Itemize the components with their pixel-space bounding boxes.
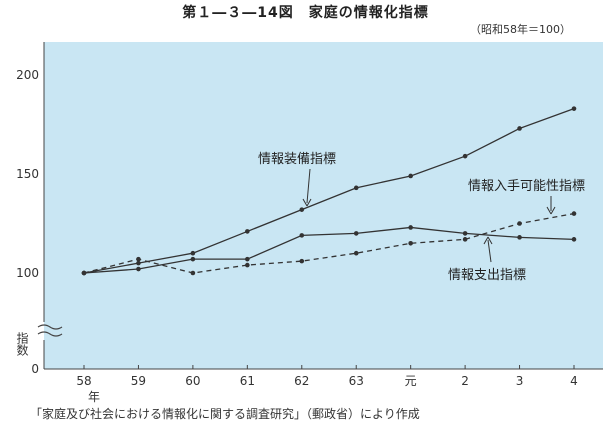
y-tick-label: 200: [16, 68, 39, 82]
x-tick-label: 60: [185, 374, 200, 388]
x-axis: 58 59 60 61 62 63 元 2 3 4 年: [44, 365, 603, 404]
data-point: [299, 207, 305, 212]
data-point: [408, 225, 413, 230]
data-point: [136, 256, 141, 262]
data-point: [571, 211, 577, 216]
x-tick-label: 63: [349, 374, 364, 388]
arrow-head: [546, 206, 556, 215]
annotation-equipment-index: 情報装備指標: [258, 151, 336, 207]
data-point: [190, 270, 196, 276]
y-tick-label: 0: [31, 362, 39, 376]
series-label: 情報入手可能性指標: [468, 179, 585, 194]
data-point: [245, 262, 250, 268]
data-point: [517, 235, 522, 240]
chart-subtitle: （昭和58年＝100）: [470, 23, 571, 36]
data-point: [408, 241, 413, 246]
x-unit-label: 年: [88, 390, 100, 404]
x-tick-label: 59: [131, 374, 146, 388]
series-layer: [81, 106, 577, 276]
x-tick-label: 3: [516, 374, 524, 388]
y-axis: 0 100 150 200 指数: [15, 42, 63, 376]
data-point: [81, 270, 87, 276]
data-point: [408, 173, 413, 179]
annotation-availability-index: 情報入手可能性指標: [468, 179, 585, 215]
data-point: [462, 153, 468, 159]
series-spending-index: [81, 225, 577, 276]
chart-title: 第１―３―14図 家庭の情報化指標: [182, 5, 429, 21]
data-point: [245, 229, 250, 234]
series-line: [83, 226, 575, 274]
arrow-head: [302, 198, 312, 207]
x-tick-label: 61: [240, 374, 255, 388]
series-equipment-index: [81, 106, 577, 276]
data-point: [571, 237, 577, 242]
y-tick-label: 100: [16, 266, 39, 280]
annotation-arrow: [487, 239, 492, 263]
series-label: 情報支出指標: [448, 268, 526, 283]
data-point: [190, 256, 196, 262]
x-tick-label: 2: [461, 374, 469, 388]
y-axis-label: 指数: [15, 331, 29, 357]
data-point: [136, 266, 141, 272]
data-point: [353, 185, 359, 191]
plot-area: [44, 42, 603, 369]
data-point: [571, 106, 577, 111]
data-point: [462, 231, 468, 236]
series-line: [83, 108, 575, 274]
arrow-head: [483, 236, 493, 245]
data-point: [299, 233, 305, 238]
data-point: [353, 231, 359, 236]
x-tick-label: 4: [570, 374, 578, 388]
data-point: [299, 258, 305, 264]
y-tick-label: 150: [16, 167, 39, 181]
source-note: 「家庭及び社会における情報化に関する調査研究」（郵政省）により作成: [30, 407, 420, 421]
series-label: 情報装備指標: [258, 151, 336, 167]
data-point: [517, 126, 522, 131]
data-point: [462, 237, 468, 242]
x-tick-label: 58: [76, 374, 91, 388]
x-tick-label: 元: [405, 374, 417, 388]
annotation-arrow: [306, 168, 311, 204]
series-line: [83, 212, 575, 274]
data-point: [190, 250, 196, 256]
data-point: [353, 250, 359, 256]
data-point: [517, 221, 522, 226]
data-point: [245, 256, 250, 262]
data-point: [136, 260, 141, 266]
x-tick-label: 62: [294, 374, 309, 388]
annotation-spending-index: 情報支出指標: [448, 236, 526, 283]
axis-break-mark: [37, 324, 63, 337]
